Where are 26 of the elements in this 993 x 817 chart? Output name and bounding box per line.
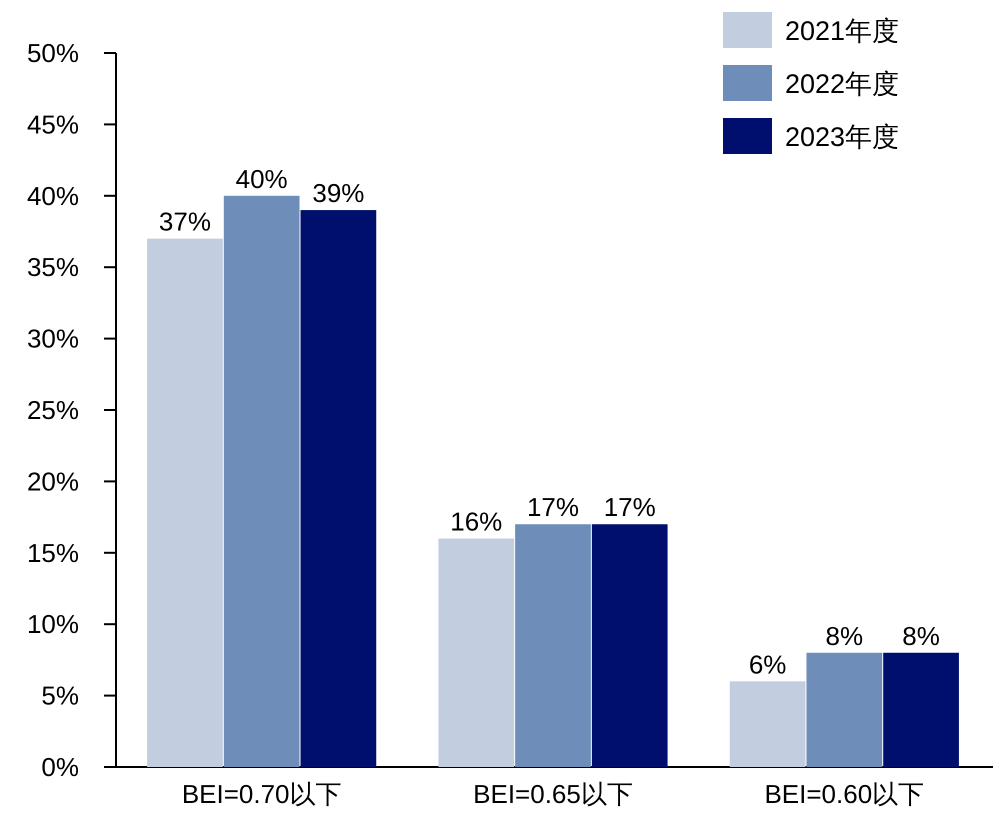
ytick-label: 0% (41, 752, 79, 782)
xtick-label: BEI=0.70以下 (182, 779, 342, 809)
legend-label: 2021年度 (785, 16, 900, 46)
legend-label: 2022年度 (785, 69, 900, 99)
ytick-label: 10% (26, 609, 79, 640)
data-label: 8% (826, 620, 864, 651)
data-label: 37% (158, 206, 211, 237)
xtick-label: BEI=0.60以下 (764, 779, 924, 809)
data-label: 8% (902, 620, 940, 651)
data-label: 17% (526, 492, 580, 522)
legend-label: 2023年度 (785, 122, 900, 152)
data-label: 6% (748, 649, 786, 680)
data-label: 39% (312, 178, 364, 208)
ytick-label: 15% (26, 538, 79, 568)
ytick-label: 40% (26, 180, 79, 211)
data-label: 16% (450, 506, 502, 537)
ytick-label: 50% (26, 38, 79, 68)
ytick-label: 5% (41, 680, 79, 711)
ytick-label: 25% (26, 395, 79, 425)
data-label: 40% (236, 164, 288, 194)
ytick-label: 35% (26, 252, 79, 282)
ytick-label: 20% (26, 466, 79, 496)
ytick-label: 45% (26, 109, 79, 140)
data-label: 17% (604, 492, 656, 522)
xtick-label: BEI=0.65以下 (473, 779, 633, 809)
ytick-label: 30% (26, 324, 79, 354)
